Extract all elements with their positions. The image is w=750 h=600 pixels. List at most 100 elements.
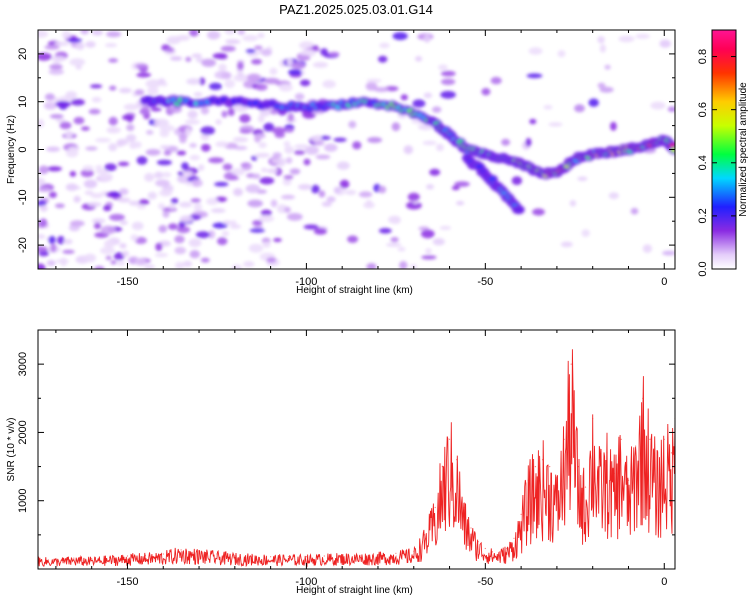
snr-point [216, 553, 218, 555]
noise-blob [391, 122, 401, 132]
colorbar-gradient [711, 29, 737, 270]
spectrogram-xtick-label: -150 [116, 276, 138, 288]
noise-blob [50, 243, 57, 253]
noise-blob [249, 228, 265, 233]
snr-point [527, 479, 529, 481]
colorbar-tick-label: 0.6 [697, 102, 709, 117]
snr-point [520, 513, 522, 516]
noise-blob [304, 145, 319, 155]
noise-blob [175, 261, 185, 269]
noise-blob [254, 153, 264, 158]
noise-blob [378, 55, 388, 63]
noise-blob [284, 206, 291, 213]
noise-blob [440, 78, 456, 86]
noise-blob [65, 130, 73, 140]
noise-blob [48, 235, 56, 245]
noise-blob [257, 32, 265, 39]
snr-point [423, 534, 426, 536]
noise-blob [55, 118, 66, 123]
noise-blob [179, 201, 193, 208]
noise-blob [208, 157, 224, 164]
noise-blob [259, 177, 275, 185]
noise-blob [378, 228, 392, 234]
noise-blob [38, 52, 52, 61]
snr-y-axis-label: SNR (10 * v/v) [6, 418, 17, 482]
noise-blob [113, 252, 125, 261]
noise-blob [348, 120, 357, 129]
noise-blob [373, 87, 389, 93]
snr-point [563, 438, 565, 440]
secondary-ridge-core [515, 207, 523, 212]
noise-blob [407, 192, 420, 202]
noise-blob [154, 118, 169, 128]
noise-blob [118, 188, 129, 196]
spectrogram-blobs [38, 30, 675, 269]
noise-blob [321, 201, 332, 207]
spectrogram-ytick-label: 0 [17, 146, 29, 152]
noise-blob [439, 225, 452, 230]
noise-blob [185, 56, 192, 62]
noise-blob [667, 106, 675, 112]
snr-xtick-label: -150 [116, 576, 138, 588]
noise-blob [599, 44, 607, 53]
snr-clip [38, 349, 675, 568]
noise-blob [166, 47, 175, 53]
noise-blob [397, 246, 406, 252]
noise-blob [38, 30, 49, 38]
noise-blob [245, 49, 256, 54]
noise-blob [122, 250, 129, 257]
noise-blob [339, 179, 350, 189]
spectrogram-ytick-label: 20 [17, 48, 29, 60]
noise-blob [618, 35, 635, 43]
snr-point [395, 552, 397, 554]
noise-blob [358, 191, 373, 198]
snr-point [549, 466, 551, 468]
snr-point [542, 459, 544, 461]
noise-blob [59, 121, 72, 130]
noise-blob [201, 143, 211, 152]
noise-blob [43, 101, 58, 110]
snr-point [180, 549, 182, 551]
noise-blob [55, 100, 71, 108]
noise-blob [159, 189, 173, 197]
noise-blob [286, 213, 303, 221]
colorbar-tick-label: 0.2 [697, 208, 709, 223]
noise-blob [95, 137, 111, 143]
noise-blob [177, 171, 185, 176]
noise-blob [261, 167, 268, 173]
noise-blob [258, 142, 267, 149]
noise-blob [100, 225, 116, 235]
noise-blob [168, 106, 182, 114]
noise-blob [189, 30, 199, 37]
noise-blob [260, 209, 272, 217]
noise-blob [158, 225, 168, 233]
noise-blob [283, 175, 294, 180]
noise-blob [90, 193, 104, 199]
spectrogram-blob-layer [38, 30, 675, 269]
noise-blob [54, 41, 70, 47]
spectrogram-xtick-label: 0 [661, 276, 667, 288]
snr-xtick-label: 0 [661, 576, 667, 588]
noise-blob [659, 39, 671, 48]
noise-blob [159, 129, 170, 138]
noise-blob [263, 77, 280, 85]
snr-point [491, 551, 494, 553]
noise-blob [266, 168, 279, 174]
noise-blob [243, 261, 255, 268]
snr-frame [37, 329, 676, 570]
noise-blob [481, 88, 491, 96]
noise-blob [253, 45, 263, 50]
noise-blob [222, 220, 232, 225]
noise-blob [126, 124, 135, 132]
noise-blob [200, 257, 210, 263]
snr-ytick-label: 2000 [17, 420, 29, 444]
noise-blob [392, 32, 408, 41]
snr-point [470, 527, 472, 529]
noise-blob [185, 181, 194, 186]
noise-blob [119, 220, 128, 226]
noise-blob [65, 183, 78, 191]
noise-blob [67, 38, 83, 43]
snr-xtick-label: -100 [295, 576, 317, 588]
noise-blob [311, 184, 320, 194]
noise-blob [200, 106, 210, 115]
